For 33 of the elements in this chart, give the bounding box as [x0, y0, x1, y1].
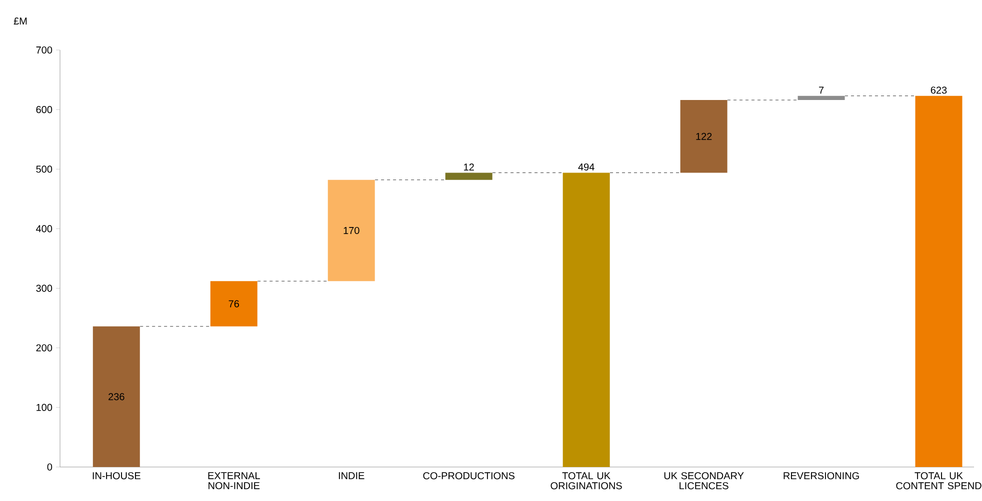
data-label: 170 [344, 226, 360, 234]
y-tick-label: 0 [47, 463, 52, 471]
bar [445, 172, 492, 180]
x-tick-label: TOTAL UK ORIGINATIONS [550, 472, 622, 490]
x-tick-label: INDIE [338, 472, 364, 480]
x-tick-label: CO-PRODUCTIONS [423, 472, 514, 480]
data-label: 236 [108, 393, 124, 400]
x-tick-label: TOTAL UK CONTENT SPEND [896, 472, 982, 490]
y-tick-label: 300 [36, 284, 52, 292]
y-tick-label: 700 [36, 46, 52, 54]
data-label: 623 [930, 86, 947, 94]
data-label: 12 [464, 164, 474, 171]
x-tick-label: EXTERNAL NON-INDIE [208, 472, 260, 490]
x-tick-label: REVERSIONING [784, 472, 859, 480]
y-tick-label: 400 [36, 225, 52, 232]
data-label: 7 [819, 86, 824, 94]
bar [92, 326, 140, 467]
y-tick-label: 100 [36, 404, 52, 411]
y-tick-label: 600 [36, 106, 52, 114]
data-label: 122 [696, 132, 712, 140]
y-tick-label: 500 [36, 166, 52, 173]
data-label: 494 [578, 163, 594, 171]
x-tick-label: IN-HOUSE [92, 472, 140, 480]
x-tick-label: UK SECONDARY LICENCES [664, 472, 744, 490]
bar [210, 281, 258, 326]
bar [328, 180, 375, 282]
bar [562, 172, 610, 467]
y-tick-label: 200 [36, 344, 52, 352]
bar [915, 96, 962, 467]
y-axis-title: £M [14, 18, 27, 24]
data-label: 76 [228, 300, 239, 308]
bar [680, 100, 728, 173]
bar [798, 96, 845, 100]
